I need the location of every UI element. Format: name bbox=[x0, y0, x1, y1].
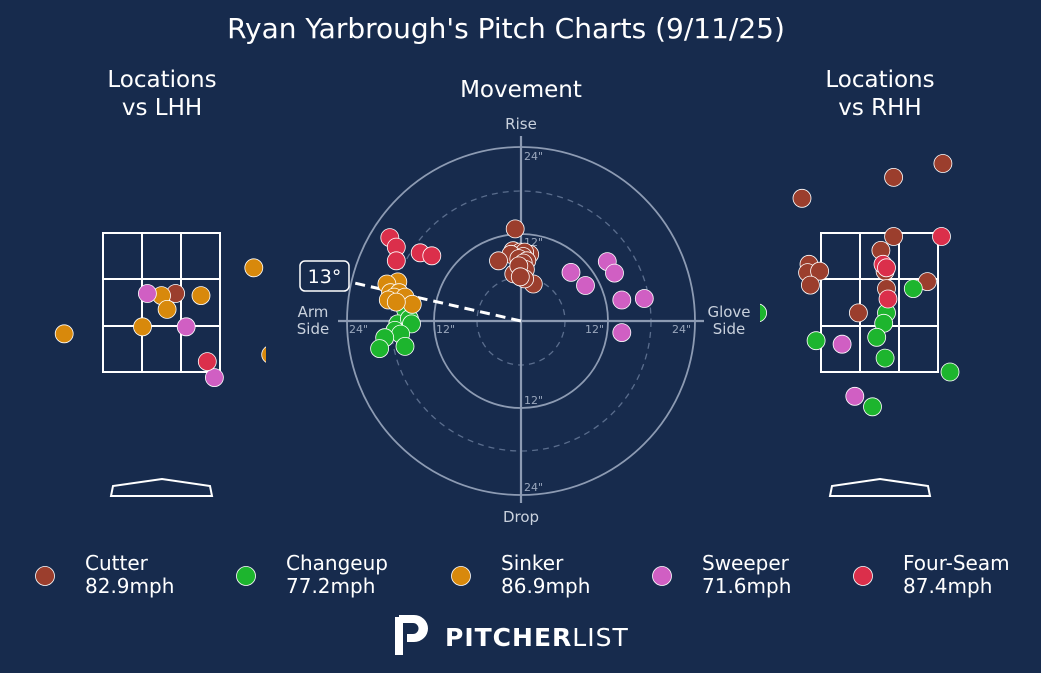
tick-bottom-24: 24" bbox=[524, 481, 543, 494]
rhh-title-line2: vs RHH bbox=[838, 95, 921, 121]
lhh-point-sinker bbox=[157, 299, 177, 319]
lhh-point-sinker bbox=[54, 324, 74, 344]
logo-bold: PITCHER bbox=[445, 623, 572, 652]
legend-marker-cutter bbox=[35, 566, 55, 586]
lhh-title-line1: Locations bbox=[107, 67, 216, 93]
rhh-point-changeup bbox=[903, 279, 923, 299]
rhh-point-changeup bbox=[867, 327, 887, 347]
lhh-home-plate bbox=[109, 477, 214, 497]
legend-speed-sinker: 86.9mph bbox=[501, 574, 590, 598]
legend-speed-four-seam: 87.4mph bbox=[903, 574, 992, 598]
rhh-point-cutter bbox=[801, 275, 820, 295]
logo-wordmark: PITCHERLIST bbox=[445, 623, 629, 652]
tick-left-12: 12" bbox=[436, 323, 455, 336]
rhh-point-cutter bbox=[884, 167, 903, 187]
rhh-point-cutter bbox=[810, 261, 829, 281]
legend-label-changeup: Changeup bbox=[286, 551, 388, 575]
rhh-home-plate bbox=[828, 477, 932, 497]
arm-side-label-1: Arm bbox=[298, 303, 329, 321]
movement-point-changeup bbox=[370, 339, 390, 359]
rhh-point-changeup bbox=[760, 303, 767, 322]
legend-marker-sweeper bbox=[652, 566, 672, 586]
lhh-point-four-seam bbox=[197, 352, 217, 372]
rhh-point-cutter bbox=[884, 227, 903, 246]
legend-label-cutter: Cutter bbox=[85, 551, 149, 575]
tick-top-24: 24" bbox=[524, 150, 543, 163]
rhh-point-sweeper bbox=[832, 334, 852, 354]
rhh-point-four-seam bbox=[878, 289, 898, 309]
ring-tick-labels: 24" 12" 12" 24" 24" 12" 12" 24" bbox=[349, 150, 691, 494]
lhh-point-sinker bbox=[244, 258, 264, 278]
movement-point-four-seam bbox=[422, 246, 442, 266]
rhh-location-points bbox=[719, 154, 960, 417]
lhh-title-line2: vs LHH bbox=[122, 95, 202, 121]
rhh-point-four-seam bbox=[877, 258, 896, 278]
movement-point-sweeper bbox=[612, 323, 632, 343]
movement-point-sweeper bbox=[612, 290, 632, 310]
rhh-point-sweeper bbox=[845, 386, 865, 406]
movement-point-sweeper bbox=[634, 289, 654, 308]
movement-point-sweeper bbox=[576, 276, 595, 295]
legend-speed-sweeper: 71.6mph bbox=[702, 574, 791, 598]
arm-angle-box bbox=[299, 260, 350, 292]
legend-speed-cutter: 82.9mph bbox=[85, 574, 174, 598]
arm-side-label-2: Side bbox=[297, 320, 329, 338]
rhh-strike-zone bbox=[820, 232, 939, 373]
legend-marker-changeup bbox=[236, 566, 256, 586]
rhh-point-changeup bbox=[863, 397, 882, 417]
movement-title: Movement bbox=[460, 77, 582, 103]
rhh-point-cutter bbox=[933, 154, 953, 173]
lhh-point-sweeper bbox=[176, 317, 196, 337]
lhh-point-sweeper bbox=[204, 368, 224, 388]
tick-bottom-12: 12" bbox=[524, 394, 543, 407]
movement-point-sinker bbox=[402, 294, 422, 314]
chart-title: Ryan Yarbrough's Pitch Charts (9/11/25) bbox=[227, 12, 785, 45]
rhh-point-changeup bbox=[875, 348, 895, 368]
lhh-point-sinker bbox=[133, 317, 152, 337]
movement-points bbox=[370, 219, 654, 359]
arm-angle-line bbox=[349, 280, 522, 323]
logo-light: LIST bbox=[572, 623, 628, 652]
legend-label-four-seam: Four-Seam bbox=[903, 551, 1010, 575]
tick-right-12: 12" bbox=[585, 323, 604, 336]
tick-left-24: 24" bbox=[349, 323, 368, 336]
movement-point-cutter bbox=[489, 251, 508, 271]
movement-point-four-seam bbox=[386, 251, 406, 271]
movement-point-changeup bbox=[395, 336, 415, 356]
glove-side-label-1: Glove bbox=[707, 303, 750, 321]
lhh-location-points bbox=[54, 258, 266, 388]
lhh-point-sinker bbox=[261, 346, 266, 363]
pitcherlist-p-icon bbox=[395, 615, 429, 655]
rhh-point-changeup bbox=[806, 331, 826, 351]
rhh-point-cutter bbox=[849, 303, 868, 323]
legend-marker-four-seam bbox=[853, 566, 873, 586]
movement-point-sinker bbox=[386, 292, 406, 312]
movement-point-sweeper bbox=[561, 262, 581, 282]
tick-right-24: 24" bbox=[672, 323, 691, 336]
movement-point-sweeper bbox=[605, 263, 624, 283]
rise-label: Rise bbox=[505, 115, 537, 133]
lhh-point-sinker bbox=[191, 286, 211, 306]
rhh-title-line1: Locations bbox=[825, 67, 934, 93]
glove-side-label-2: Side bbox=[713, 320, 745, 338]
legend-label-sweeper: Sweeper bbox=[702, 551, 790, 575]
rhh-point-sweeper bbox=[719, 346, 737, 364]
pitcherlist-logo: PITCHERLIST bbox=[395, 615, 629, 655]
legend-speed-changeup: 77.2mph bbox=[286, 574, 375, 598]
movement-point-cutter bbox=[505, 219, 525, 239]
drop-label: Drop bbox=[503, 508, 539, 526]
arm-angle-label: 13° bbox=[308, 266, 342, 288]
legend-label-sinker: Sinker bbox=[501, 551, 564, 575]
legend-marker-sinker bbox=[451, 566, 471, 586]
lhh-strike-zone bbox=[102, 232, 221, 373]
movement-point-cutter bbox=[510, 267, 530, 287]
rhh-point-changeup bbox=[940, 362, 960, 382]
rhh-point-cutter bbox=[792, 188, 812, 208]
rhh-point-four-seam bbox=[932, 227, 951, 246]
lhh-point-sweeper bbox=[137, 284, 157, 303]
